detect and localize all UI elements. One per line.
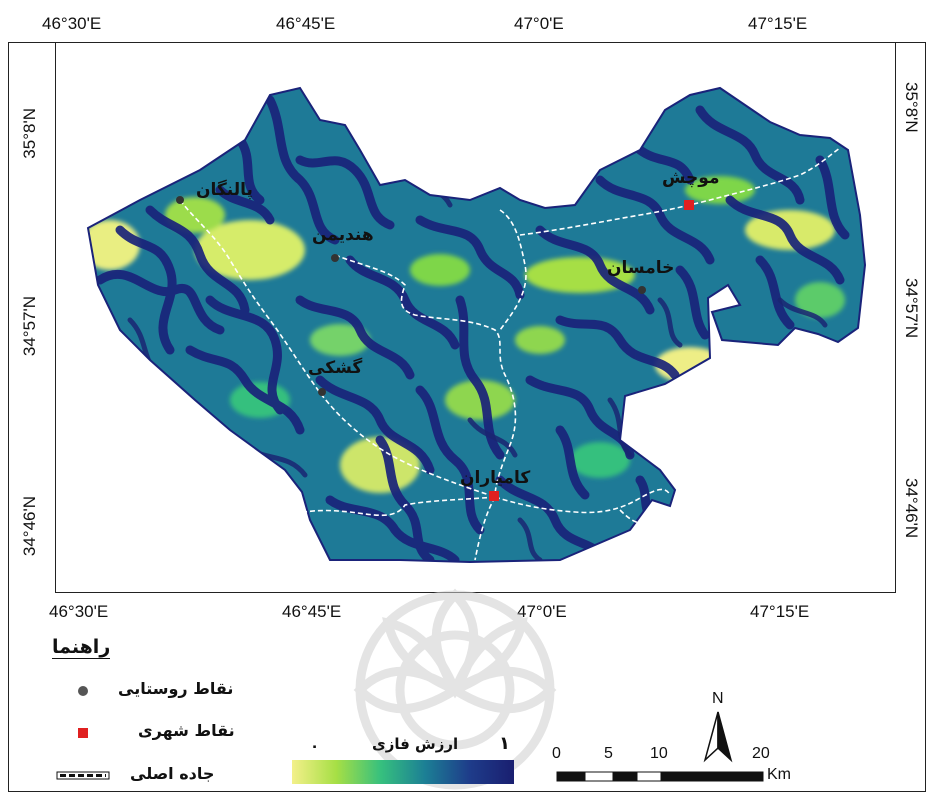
place-label-kamyaran: کامیاران: [460, 468, 531, 488]
fuzzy-color-ramp: [292, 760, 514, 784]
grid-label-bottom-3: 47°0'E: [517, 602, 567, 621]
legend-label-road: جاده اصلی: [130, 764, 215, 783]
grid-label-top-4: 47°15'E: [748, 14, 808, 33]
place-label-mouchesh: موچش: [662, 168, 720, 188]
rural-point-gashki: [318, 388, 326, 396]
watermark-rosette: [353, 588, 557, 790]
legend-road-symbol: [56, 771, 110, 780]
grid-label-top-2: 46°45'E: [276, 14, 336, 33]
fuzzy-max-label: ١: [499, 733, 510, 754]
legend-title: راهنما: [52, 636, 111, 659]
legend-rural-symbol: [78, 686, 88, 696]
grid-label-right-2: 34°57'N: [902, 278, 921, 339]
scale-label-20: 20: [752, 745, 770, 762]
rural-point-handiman: [331, 254, 339, 262]
scale-bar: [556, 771, 764, 782]
urban-point-mouchesh: [684, 200, 694, 210]
scale-unit: Km: [767, 766, 791, 783]
grid-label-bottom-1: 46°30'E: [49, 602, 109, 621]
place-label-gashki: گشکی: [308, 358, 363, 378]
grid-label-top-1: 46°30'E: [42, 14, 102, 33]
place-label-palangan: پالنگان: [196, 180, 253, 200]
grid-label-bottom-4: 47°15'E: [750, 602, 810, 621]
place-label-handiman: هندیمن: [312, 225, 374, 245]
place-label-khamsan: خامسان: [607, 258, 675, 278]
legend-urban-symbol: [78, 728, 88, 738]
grid-label-top-3: 47°0'E: [514, 14, 564, 33]
scale-label-5: 5: [604, 745, 613, 762]
scale-label-10: 10: [650, 745, 668, 762]
north-label: N: [712, 690, 724, 707]
grid-label-bottom-2: 46°45'E: [282, 602, 342, 621]
fuzzy-title: ارزش فازی: [372, 735, 459, 753]
grid-label-right-1: 35°8'N: [902, 82, 921, 133]
legend-label-rural: نقاط روستایی: [118, 679, 234, 698]
legend-label-urban: نقاط شهری: [138, 721, 235, 740]
rural-point-palangan: [176, 196, 184, 204]
fuzzy-min-label: ٠: [310, 737, 320, 755]
main-roads: [179, 147, 841, 561]
north-arrow-icon: [703, 711, 733, 763]
urban-point-kamyaran: [489, 491, 499, 501]
rural-point-khamsan: [638, 286, 646, 294]
grid-label-right-3: 34°46'N: [902, 478, 921, 539]
scale-label-0: 0: [552, 745, 561, 762]
